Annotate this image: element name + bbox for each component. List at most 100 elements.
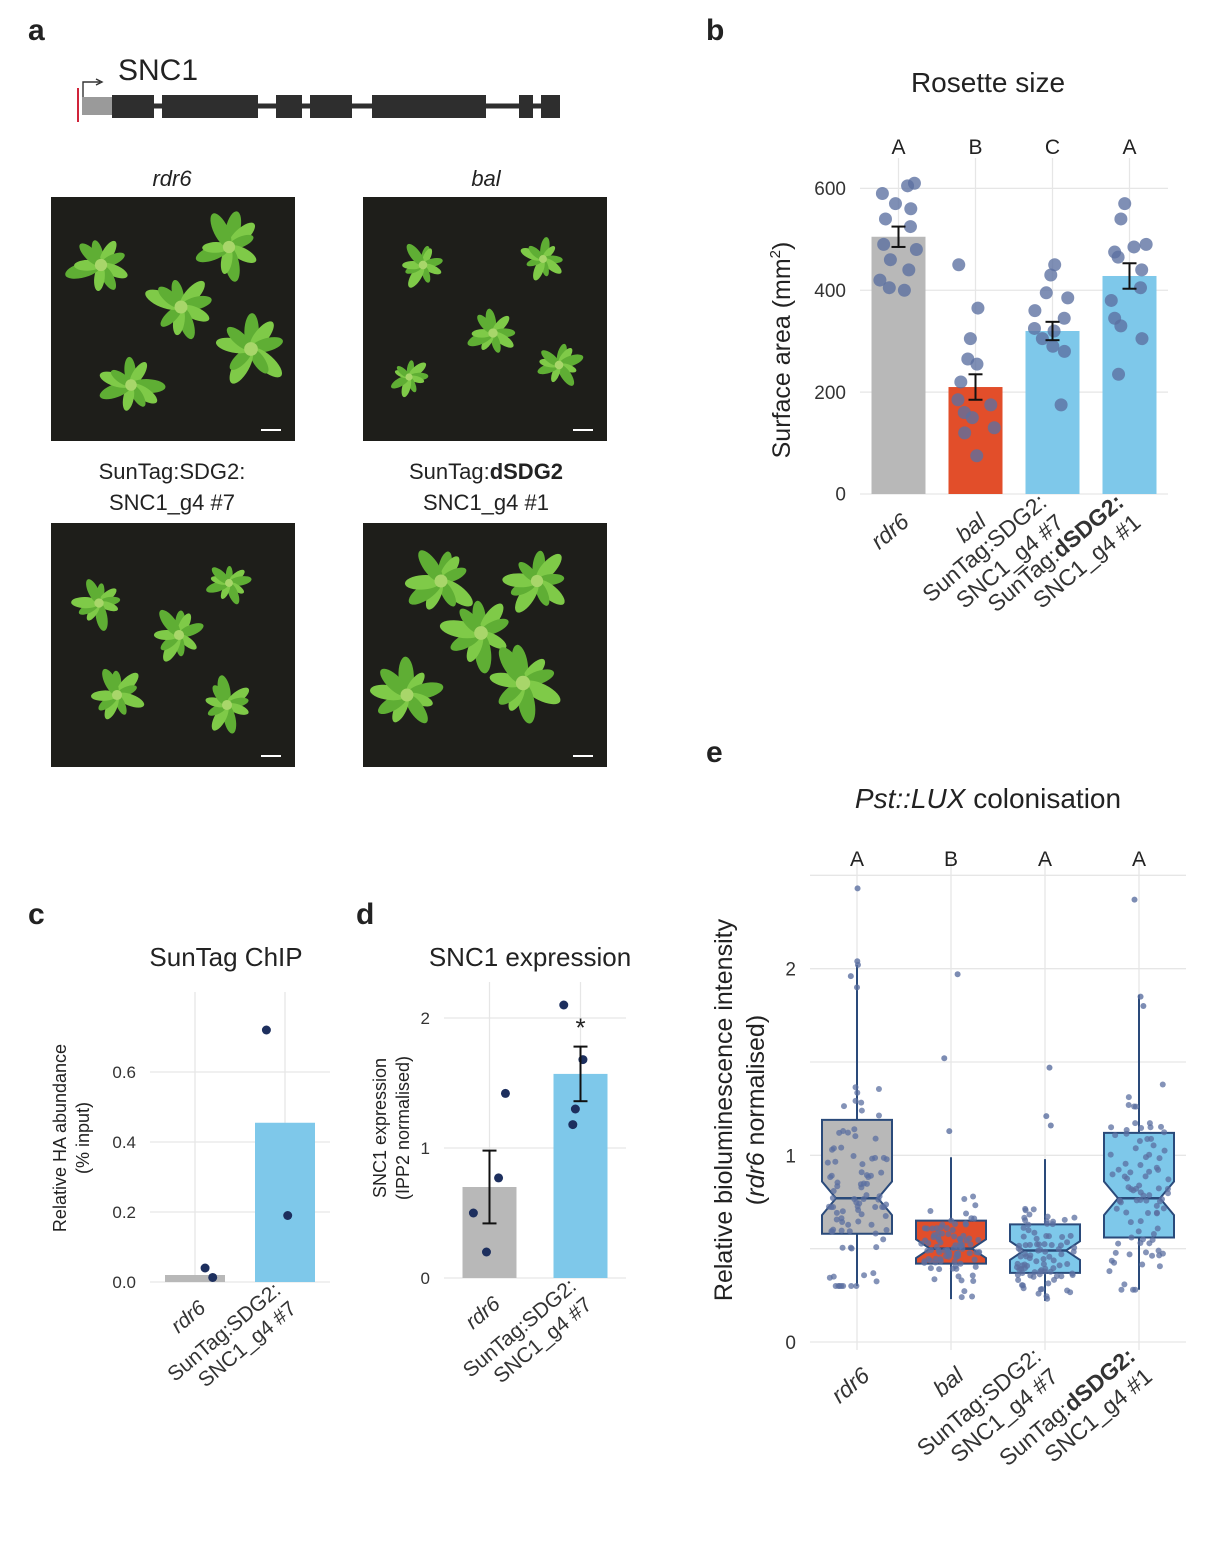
- data-point: [1022, 1250, 1029, 1257]
- rosette-plant: [71, 579, 121, 631]
- y-tick-label: 400: [814, 281, 846, 302]
- data-point: [1128, 1234, 1135, 1241]
- rosette-plant: [537, 343, 584, 386]
- rosette-center: [488, 328, 498, 338]
- rosette-leaf: [535, 553, 562, 582]
- photo-dsdg2: [363, 523, 607, 767]
- chart-title: Rosette size: [911, 67, 1065, 98]
- data-point: [962, 1221, 969, 1228]
- data-point: [987, 421, 1001, 435]
- data-point: [879, 1204, 886, 1211]
- data-point: [929, 1225, 936, 1232]
- data-point: [832, 1158, 839, 1165]
- data-point: [1025, 1227, 1032, 1234]
- rosette-leaf: [86, 579, 101, 604]
- bar: [165, 1275, 225, 1282]
- photo-label-text-2: SNC1_g4 #7: [109, 490, 235, 515]
- box-group: [1009, 1064, 1081, 1302]
- data-point: [1114, 212, 1128, 226]
- rosette-center: [418, 260, 428, 270]
- data-point: [970, 1278, 977, 1285]
- data-point: [1022, 1242, 1029, 1249]
- panel-label-c: c: [28, 898, 45, 931]
- data-point: [1048, 258, 1062, 272]
- data-point: [829, 1146, 836, 1153]
- y-tick-label: 0: [421, 1269, 430, 1288]
- panel-label-d: d: [356, 898, 375, 931]
- data-point: [838, 1283, 845, 1289]
- plants-rdr6: [65, 211, 283, 431]
- data-point: [851, 1126, 858, 1133]
- data-point: [1158, 1123, 1165, 1130]
- photo-label-text: SunTag:: [408, 459, 490, 484]
- data-point: [1057, 344, 1071, 358]
- data-point: [966, 1250, 973, 1257]
- data-point: [847, 1244, 854, 1251]
- photo-label-text: bal: [471, 166, 501, 191]
- data-point: [932, 1255, 939, 1262]
- data-point: [960, 1232, 967, 1239]
- data-point: [1050, 1265, 1057, 1272]
- data-point: [1069, 1271, 1076, 1278]
- y-tick-label: 0: [785, 1333, 796, 1354]
- data-point: [1125, 1101, 1132, 1108]
- data-point: [836, 1129, 843, 1136]
- data-point: [951, 1233, 958, 1240]
- significance-letter: A: [1038, 848, 1052, 871]
- data-point: [852, 1084, 859, 1091]
- data-point: [883, 1156, 890, 1163]
- data-point: [1118, 1286, 1125, 1293]
- data-point: [958, 1294, 965, 1301]
- exon-3: [276, 95, 302, 118]
- data-point: [953, 1250, 960, 1257]
- data-point: [1146, 1192, 1153, 1199]
- data-point: [830, 1204, 837, 1211]
- rosette-leaf: [178, 623, 204, 638]
- data-point: [1027, 1272, 1034, 1279]
- data-point: [951, 393, 965, 407]
- data-point: [1036, 1241, 1043, 1248]
- exon-1: [112, 95, 154, 118]
- data-point: [970, 1193, 977, 1200]
- data-point: [494, 1173, 504, 1183]
- data-point: [1028, 304, 1042, 318]
- data-point: [1149, 1236, 1156, 1243]
- data-point: [883, 253, 897, 267]
- data-point: [1139, 237, 1153, 251]
- data-point: [903, 220, 917, 234]
- data-point: [969, 1293, 976, 1300]
- data-point: [1146, 1151, 1153, 1158]
- outlier-point: [946, 1128, 953, 1135]
- rosette-center: [94, 598, 104, 608]
- data-point: [972, 1202, 979, 1209]
- data-point: [1058, 1251, 1065, 1258]
- data-point: [200, 1263, 210, 1273]
- rosette-center: [111, 689, 123, 701]
- rosette-leaf: [102, 668, 119, 696]
- data-point: [1136, 1137, 1143, 1144]
- data-point: [969, 1272, 976, 1279]
- y-axis-title-line2: (IPP2 normalised): [393, 1056, 413, 1200]
- data-point: [834, 1183, 841, 1190]
- data-point: [1144, 1135, 1151, 1142]
- outlier-point: [1131, 896, 1138, 903]
- data-point: [1035, 332, 1049, 346]
- data-point: [938, 1224, 945, 1231]
- rosette-leaf: [91, 690, 118, 701]
- data-point: [943, 1224, 950, 1231]
- data-point: [927, 1257, 934, 1264]
- data-point: [1135, 332, 1149, 346]
- data-point: [1022, 1205, 1029, 1212]
- data-point: [1041, 1241, 1048, 1248]
- panel-label-a: a: [28, 14, 45, 47]
- data-point: [966, 1235, 973, 1242]
- data-point: [873, 273, 887, 287]
- data-point: [827, 1174, 834, 1181]
- data-point: [945, 1248, 952, 1255]
- data-point: [1104, 293, 1118, 307]
- rosette-center: [222, 240, 236, 254]
- outlier-point: [1043, 1113, 1050, 1120]
